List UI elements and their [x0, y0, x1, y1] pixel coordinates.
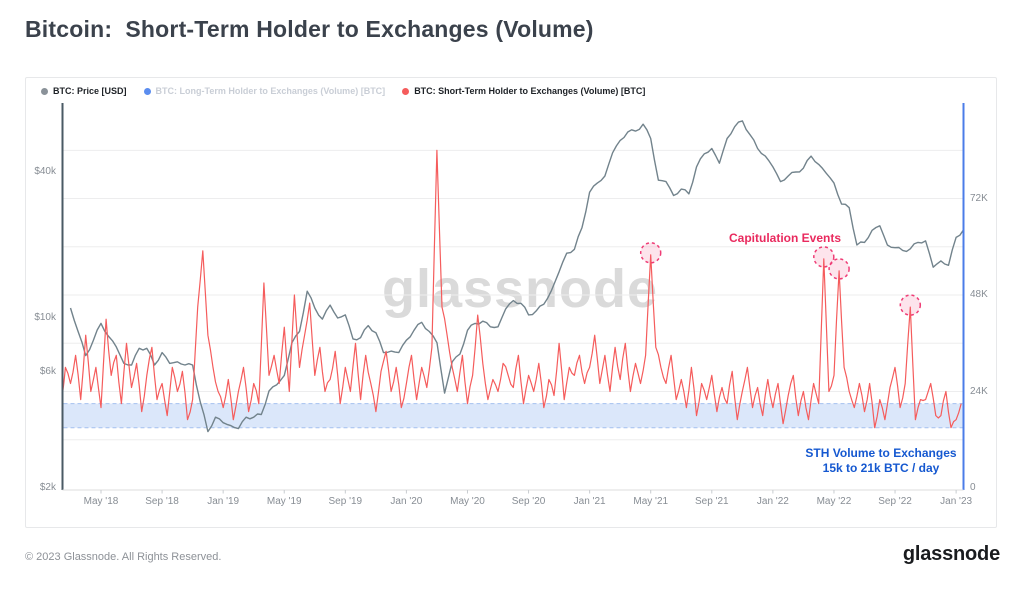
x-axis-tick-label: May '20	[450, 496, 485, 507]
left-axis-tick-label: $10k	[34, 312, 56, 323]
page-title: Bitcoin: Short-Term Holder to Exchanges …	[25, 16, 594, 42]
capitulation-event-marker	[639, 242, 662, 264]
chart-legend: BTC: Price [USD] BTC: Long-Term Holder t…	[41, 86, 645, 96]
glassnode-watermark: glassnode	[381, 259, 659, 319]
x-axis-tick-label: Jan '23	[940, 496, 973, 507]
right-axis-tick-label: 0	[970, 482, 976, 493]
x-axis-tick-label: Sep '22	[878, 496, 912, 507]
left-axis-tick-label: $40k	[34, 166, 56, 177]
x-axis-tick-label: Sep '19	[328, 496, 363, 507]
left-axis-tick-label: $6k	[39, 365, 56, 377]
legend-item-sth-volume[interactable]: BTC: Short-Term Holder to Exchanges (Vol…	[402, 86, 645, 96]
x-axis-tick-label: Sep '21	[694, 496, 729, 507]
x-axis-tick-label: Sep '18	[145, 496, 179, 507]
annotation-sth-band-range: STH Volume to Exchanges 15k to 21k BTC /…	[779, 446, 983, 476]
legend-item-lth-volume[interactable]: BTC: Long-Term Holder to Exchanges (Volu…	[143, 86, 386, 96]
sth-series-dot-icon	[402, 87, 410, 95]
left-axis-tick-label: $2k	[39, 481, 56, 493]
lth-series-dot-icon	[143, 87, 151, 95]
x-axis-tick-label: Jan '22	[756, 496, 789, 507]
right-axis-tick-label: 48K	[970, 289, 988, 301]
sth-volume-line	[62, 149, 962, 429]
legend-label: BTC: Long-Term Holder to Exchanges (Volu…	[155, 86, 386, 96]
legend-item-btc-price[interactable]: BTC: Price [USD]	[41, 86, 127, 96]
price-line	[69, 120, 964, 433]
x-axis-tick-label: Sep '20	[511, 496, 546, 507]
annotation-capitulation-events: Capitulation Events	[728, 231, 841, 245]
x-axis-tick-label: Jan '20	[390, 496, 423, 507]
x-axis-tick-label: Jan '21	[573, 496, 606, 507]
annotation-sth-line2: 15k to 21k BTC / day	[822, 461, 940, 475]
glassnode-logo: glassnode	[902, 543, 1000, 565]
sth-range-band	[63, 403, 964, 428]
footer-copyright: © 2023 Glassnode. All Rights Reserved.	[25, 551, 222, 563]
legend-label: BTC: Short-Term Holder to Exchanges (Vol…	[414, 86, 646, 96]
x-axis-tick-label: May '21	[633, 496, 669, 507]
capitulation-event-marker	[899, 294, 922, 316]
x-axis-tick-label: May '18	[83, 496, 119, 507]
x-axis-tick-label: May '19	[266, 496, 302, 507]
right-axis-tick-label: 24K	[970, 385, 988, 397]
right-axis-tick-label: 72K	[970, 192, 988, 204]
price-series-dot-icon	[41, 87, 48, 95]
x-axis-tick-label: May '22	[816, 496, 852, 507]
annotation-sth-line1: STH Volume to Exchanges	[805, 446, 957, 460]
legend-label: BTC: Price [USD]	[53, 86, 127, 96]
capitulation-event-marker	[828, 258, 850, 280]
x-axis-tick-label: Jan '19	[207, 496, 240, 507]
capitulation-event-marker	[813, 246, 835, 268]
